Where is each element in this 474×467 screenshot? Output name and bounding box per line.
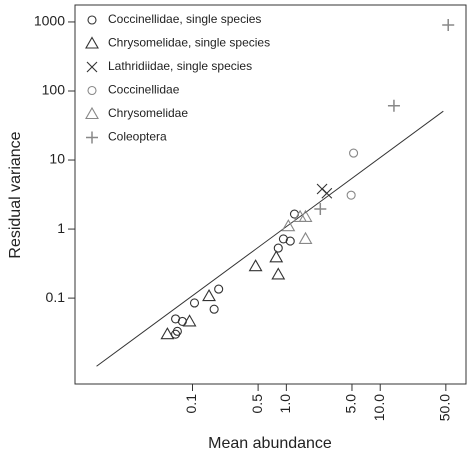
legend-label: Chrysomelidae, single species — [108, 36, 270, 50]
point — [278, 234, 288, 244]
x-tick-label: 1.0 — [277, 394, 293, 414]
point — [202, 288, 216, 302]
point — [271, 267, 286, 280]
legend-symbol — [85, 36, 99, 49]
point — [442, 18, 455, 31]
point — [177, 316, 187, 326]
point — [248, 259, 263, 272]
point — [269, 250, 284, 263]
x-tick-label: 0.5 — [249, 394, 265, 414]
point — [273, 243, 283, 253]
y-tick-label: 1 — [57, 220, 65, 236]
legend-label: Lathridiidae, single species — [108, 59, 252, 73]
y-tick-label: 1000 — [34, 13, 65, 29]
y-tick-label: 0.1 — [46, 289, 66, 305]
x-tick-label: 50.0 — [437, 394, 453, 421]
plot-frame — [74, 4, 467, 385]
legend-label: Coccinellidae, single species — [108, 12, 261, 26]
legend-label: Coleoptera — [108, 130, 167, 144]
point — [349, 148, 359, 158]
y-axis-title: Residual variance — [7, 131, 24, 258]
x-tick-label: 5.0 — [343, 394, 359, 414]
point — [298, 231, 313, 244]
point — [172, 326, 182, 336]
point — [214, 284, 224, 294]
x-axis-title: Mean abundance — [208, 435, 332, 452]
legend-symbol — [87, 15, 97, 25]
point — [346, 190, 356, 200]
point — [182, 314, 197, 327]
y-tick-label: 10 — [49, 151, 65, 167]
point — [387, 99, 400, 112]
legend-label: Chrysomelidae — [108, 106, 188, 120]
point — [281, 219, 296, 232]
legend-symbol — [87, 85, 97, 96]
point — [321, 187, 333, 199]
point — [209, 304, 219, 314]
fit-line — [96, 110, 444, 367]
legend-symbol — [86, 131, 98, 144]
point — [285, 236, 295, 246]
point — [298, 209, 313, 222]
y-tick-label: 100 — [42, 82, 66, 98]
point — [171, 329, 181, 339]
point — [189, 298, 200, 308]
point — [314, 203, 327, 216]
legend-label: Coccinellidae — [108, 83, 180, 97]
x-tick-label: 0.1 — [183, 394, 199, 414]
legend-symbol — [86, 61, 98, 73]
legend-symbol — [85, 106, 99, 120]
x-tick-label: 10.0 — [371, 394, 387, 421]
point — [160, 327, 175, 340]
